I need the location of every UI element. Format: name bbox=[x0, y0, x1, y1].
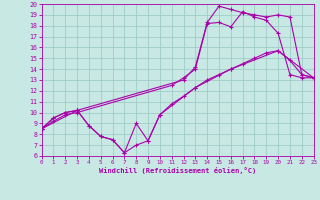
X-axis label: Windchill (Refroidissement éolien,°C): Windchill (Refroidissement éolien,°C) bbox=[99, 167, 256, 174]
